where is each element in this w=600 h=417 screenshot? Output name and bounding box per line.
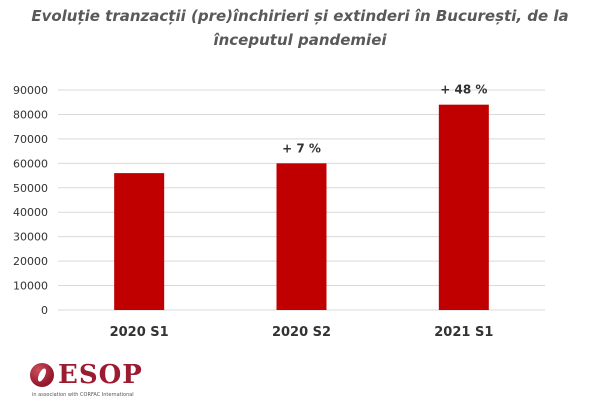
bar xyxy=(114,173,165,310)
y-tick-label: 80000 xyxy=(13,108,48,121)
y-tick-label: 70000 xyxy=(13,133,48,146)
bar-data-label: + 7 % xyxy=(282,141,321,155)
bar xyxy=(276,163,327,310)
bars xyxy=(114,104,489,311)
esop-logo-word: ESOP xyxy=(58,360,143,390)
y-tick-label: 30000 xyxy=(13,231,48,244)
esop-logo: ESOP in association with CORFAC Internat… xyxy=(30,360,150,408)
x-category-label: 2020 S2 xyxy=(272,325,331,340)
y-tick-label: 50000 xyxy=(13,182,48,195)
esop-logo-subtitle: in association with CORFAC International xyxy=(32,392,134,398)
bar-data-label: + 48 % xyxy=(440,83,487,97)
esop-logo-mark xyxy=(30,363,54,387)
x-axis-categories: 2020 S1 2020 S2 2021 S1 xyxy=(110,325,494,340)
y-tick-label: 20000 xyxy=(13,255,48,268)
x-category-label: 2020 S1 xyxy=(110,325,169,340)
y-axis-ticks: 0 10000 20000 30000 40000 50000 60000 70000 8000… xyxy=(13,84,48,317)
data-labels: + 7 % + 48 % xyxy=(282,83,487,156)
y-tick-label: 60000 xyxy=(13,157,48,170)
bar xyxy=(438,104,489,311)
chart-title: Evoluție tranzacții (pre)închirieri și e… xyxy=(31,7,569,49)
y-tick-label: 40000 xyxy=(13,206,48,219)
y-tick-label: 10000 xyxy=(13,280,48,293)
y-tick-label: 90000 xyxy=(13,84,48,97)
x-category-label: 2021 S1 xyxy=(434,325,493,340)
y-tick-label: 0 xyxy=(41,304,48,317)
